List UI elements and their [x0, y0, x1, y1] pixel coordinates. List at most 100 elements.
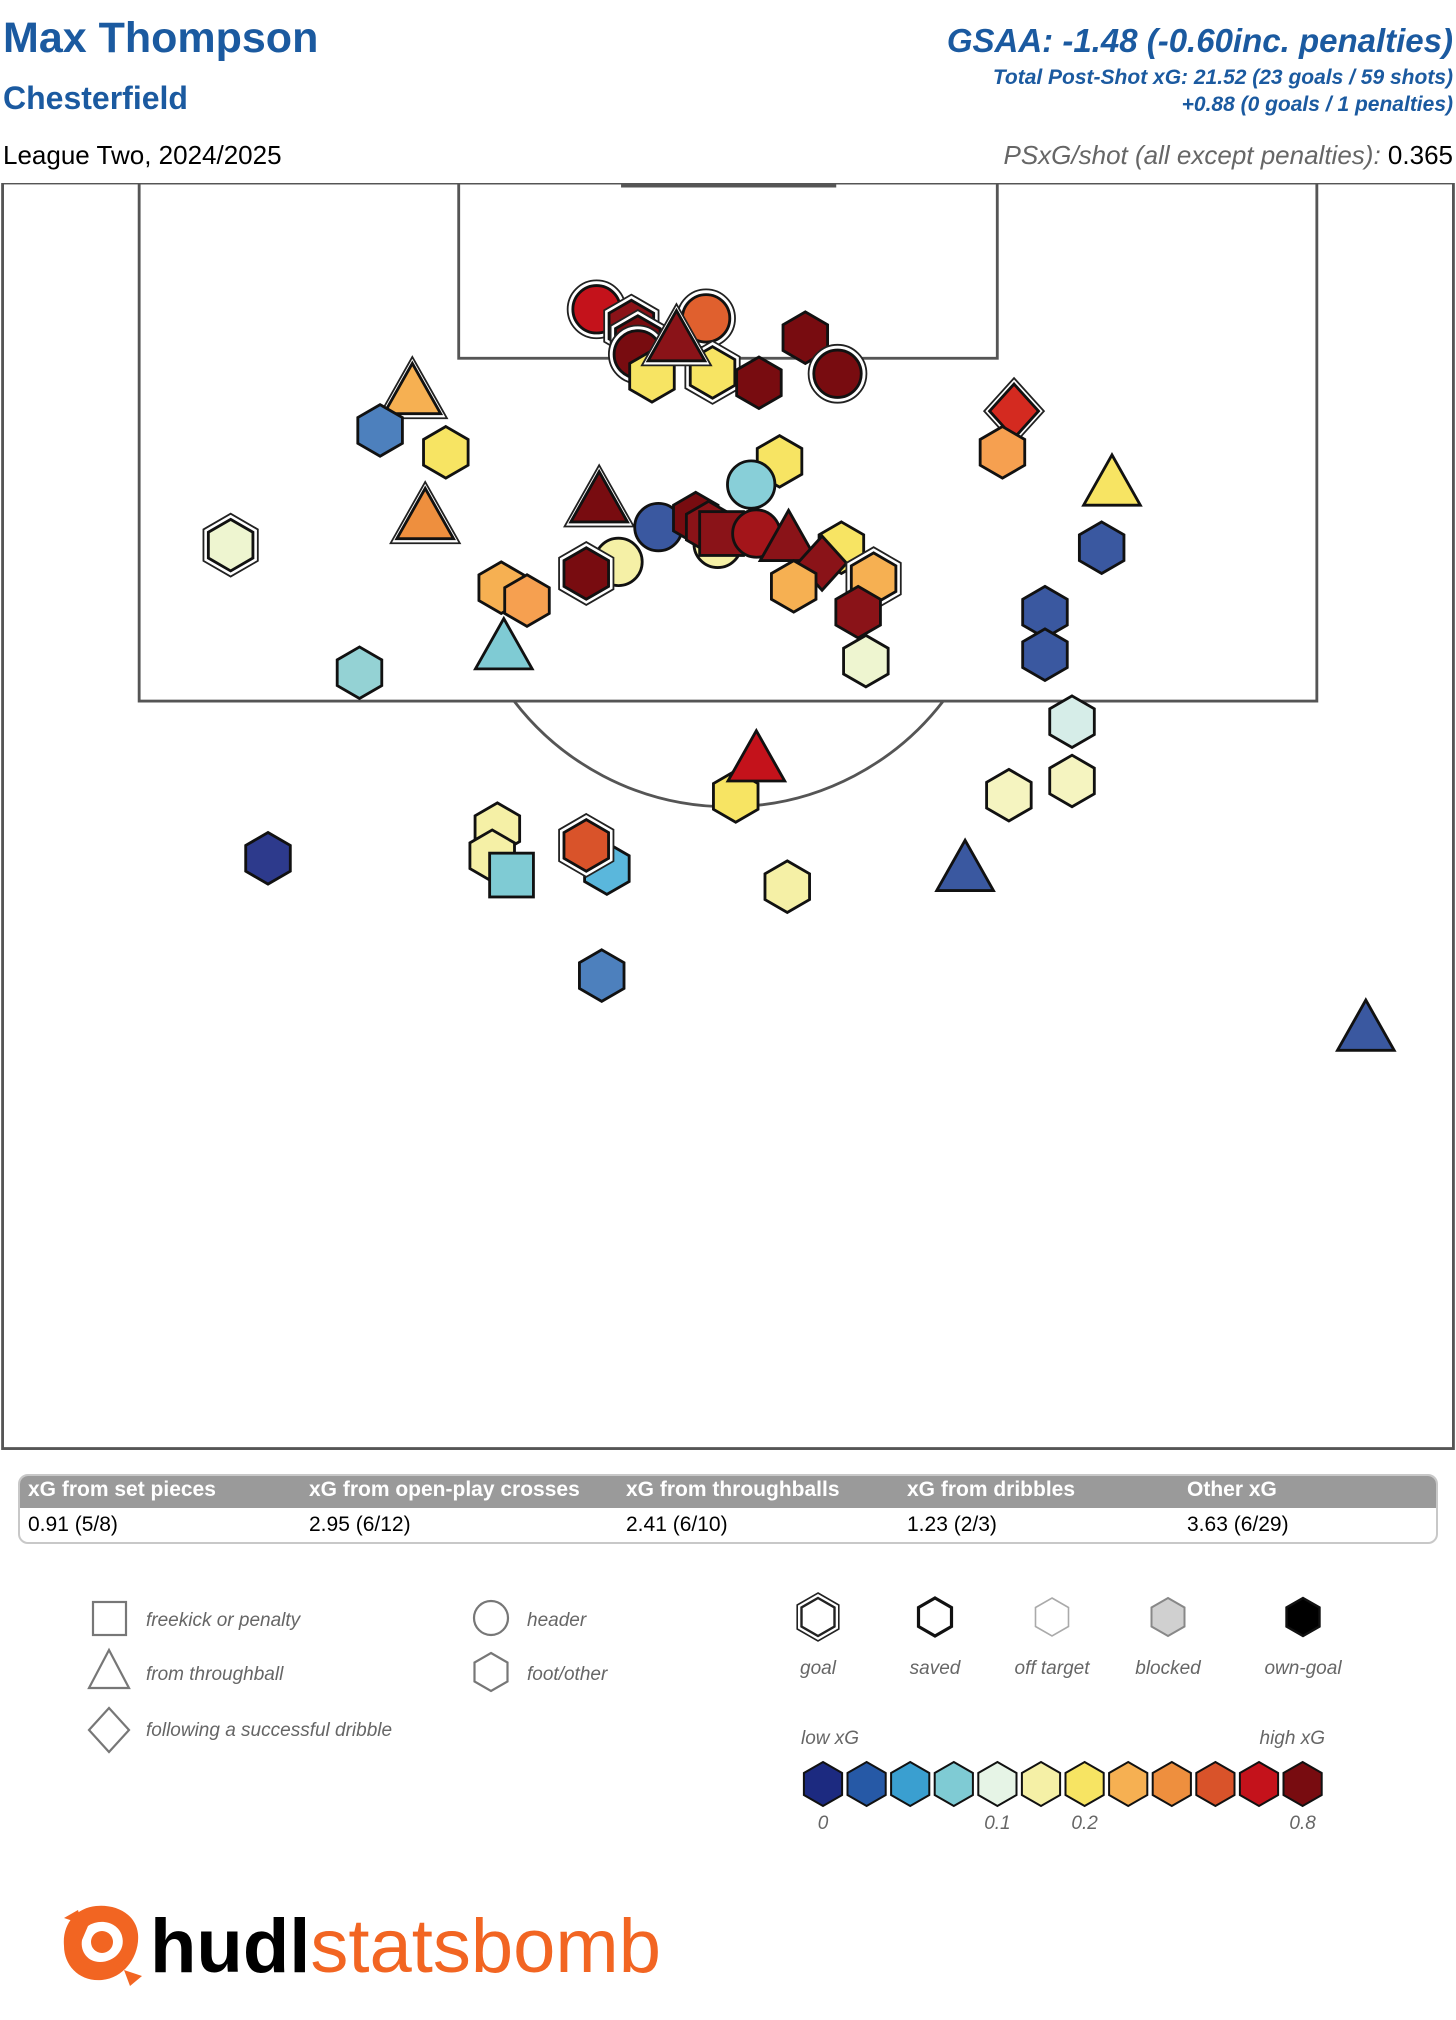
value-other-xg: 3.63 (6/29)	[1187, 1513, 1289, 1536]
square-icon	[91, 1600, 128, 1637]
xg-scale-ticks: 0 0.1 0.2 0.8	[818, 1813, 1317, 1834]
scale-swatch-6	[1020, 1760, 1062, 1808]
shot-marker-55	[763, 859, 811, 915]
legend-header-label: header	[527, 1610, 587, 1631]
gsaa-summary: GSAA: -1.48 (-0.60inc. penalties)	[946, 22, 1453, 59]
shot-marker-13	[356, 403, 404, 458]
legend-throughball-label: from throughball	[146, 1664, 284, 1685]
header-other-xg: Other xG	[1187, 1478, 1277, 1501]
shot-marker-11	[807, 343, 868, 404]
shot-marker-44	[1021, 627, 1069, 683]
legend-off-target-label: off target	[1015, 1658, 1091, 1679]
shot-marker-49	[725, 727, 788, 783]
legend-foot-label: foot/other	[527, 1664, 608, 1685]
scale-swatch-3	[890, 1760, 931, 1808]
shot-marker-22	[726, 459, 777, 510]
shot-marker-9	[735, 355, 783, 411]
legend-dribble-label: following a successful dribble	[146, 1720, 392, 1741]
penalty-area	[137, 183, 1319, 703]
shot-marker-15	[389, 480, 462, 545]
header-throughballs: xG from throughballs	[626, 1478, 840, 1501]
scale-tick-label: 0	[818, 1813, 829, 1834]
value-dribbles: 1.23 (2/3)	[907, 1513, 997, 1536]
psxg-per-shot-label: PSxG/shot (all except penalties):	[1003, 140, 1381, 170]
shot-marker-57	[244, 830, 292, 886]
psxg-per-shot-value: 0.365	[1387, 140, 1453, 170]
logo-mark: hudlstatsbomb	[63, 1904, 661, 1989]
shot-marker-45	[1048, 694, 1096, 750]
shot-marker-35	[770, 558, 818, 614]
xg-breakdown-header-row	[20, 1476, 1436, 1508]
scale-swatch-5	[977, 1760, 1018, 1808]
logo-statsbomb: statsbomb	[310, 1904, 661, 1989]
shot-marker-8	[640, 302, 713, 367]
penalty-psxg-line: +0.88 (0 goals / 1 penalties)	[1181, 93, 1453, 116]
team-name: Chesterfield	[3, 80, 188, 116]
outcome-icons	[796, 1592, 1321, 1642]
diamond-icon	[87, 1706, 131, 1754]
competition-season: League Two, 2024/2025	[3, 140, 282, 170]
shot-marker-32	[757, 507, 820, 563]
saved-hexagon-icon	[916, 1596, 954, 1638]
shot-marker-56	[934, 837, 996, 892]
logo-hudl: hudl	[150, 1904, 310, 1989]
legend-freekick-label: freekick or penalty	[146, 1610, 302, 1631]
header-dribbles: xG from dribbles	[907, 1478, 1076, 1501]
psxg-per-shot: PSxG/shot (all except penalties): 0.365	[1004, 140, 1454, 171]
value-open-play-crosses: 2.95 (6/12)	[309, 1513, 411, 1536]
xg-color-scale	[802, 1760, 1323, 1808]
legend-saved-label: saved	[910, 1658, 962, 1679]
svg-text:hudlstatsbomb: hudlstatsbomb	[150, 1904, 661, 1989]
scale-low-label: low xG	[801, 1728, 859, 1749]
shot-marker-19	[1081, 452, 1143, 507]
shot-marker-52	[488, 851, 535, 899]
triangle-icon	[87, 1647, 131, 1690]
header-set-pieces: xG from set pieces	[28, 1478, 216, 1501]
shot-marker-14	[422, 424, 470, 480]
shot-marker-48	[712, 769, 760, 824]
circle-icon	[472, 1599, 510, 1637]
value-set-pieces: 0.91 (5/8)	[28, 1513, 118, 1536]
shot-marker-18	[978, 424, 1027, 480]
shot-marker-16	[202, 512, 259, 578]
scale-swatch-1	[802, 1760, 844, 1808]
statsbomb-badge-icon	[63, 1905, 142, 1986]
goal-hexagon-icon	[796, 1592, 840, 1642]
legend-blocked-label: blocked	[1135, 1658, 1202, 1679]
player-name: Max Thompson	[3, 14, 319, 62]
shot-marker-12	[376, 355, 449, 420]
legend-own-goal-label: own-goal	[1264, 1658, 1342, 1679]
shot-marker-54	[558, 812, 615, 878]
hudl-statsbomb-logo: hudlstatsbomb	[58, 1900, 678, 1995]
shot-marker-37	[834, 584, 882, 640]
shot-marker-38	[842, 633, 890, 689]
shot-marker-46	[1048, 753, 1096, 809]
legend: freekick or penalty from throughball fol…	[87, 1592, 1342, 1834]
shot-marker-58	[578, 948, 626, 1003]
shot-marker-23	[563, 463, 636, 528]
header-open-play-crosses: xG from open-play crosses	[309, 1478, 580, 1501]
shot-marker-20	[1077, 520, 1126, 576]
shot-marker-10	[781, 310, 830, 366]
value-throughballs: 2.41 (6/10)	[626, 1513, 728, 1536]
scale-swatch-8	[1108, 1760, 1149, 1808]
shot-marker-59	[1335, 997, 1397, 1052]
scale-tick-label: 0.1	[984, 1813, 1010, 1834]
scale-swatch-11	[1238, 1760, 1280, 1808]
scale-swatch-10	[1195, 1760, 1236, 1808]
off-target-hexagon-icon	[1034, 1597, 1070, 1637]
pitch-boundary	[1, 183, 1455, 1450]
scale-high-label: high xG	[1260, 1728, 1325, 1749]
shot-marker-47	[985, 767, 1033, 823]
xg-breakdown-table: xG from set pieces xG from open-play cro…	[18, 1474, 1438, 1544]
legend-goal-label: goal	[800, 1658, 837, 1679]
blocked-hexagon-icon	[1150, 1596, 1186, 1638]
scale-tick-label: 0.2	[1071, 1813, 1098, 1834]
scale-swatch-2	[846, 1760, 887, 1808]
shot-marker-41	[473, 615, 535, 671]
shots-layer	[202, 279, 1397, 1052]
total-psxg-line: Total Post-Shot xG: 21.52 (23 goals / 59…	[992, 66, 1453, 89]
scale-swatch-7	[1064, 1760, 1105, 1808]
hexagon-icon	[473, 1651, 509, 1693]
shot-marker-40	[503, 573, 551, 628]
